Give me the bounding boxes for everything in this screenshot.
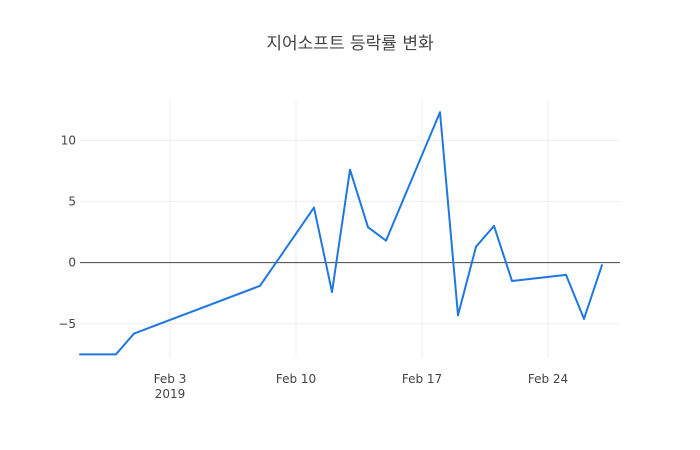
y-tick-label: 10 [61,133,76,147]
x-tick-label: Feb 17 [402,372,442,386]
data-point [349,168,351,171]
y-tick-label: −5 [58,317,76,331]
data-point [457,314,459,317]
y-tick-label: 5 [68,194,76,208]
x-tick-label: Feb 24 [528,372,568,386]
data-point [313,206,315,209]
data-point [79,353,81,356]
data-point [565,273,567,276]
data-point [331,290,333,293]
data-point [439,111,441,114]
x-tick-label: Feb 3 [154,372,187,386]
data-point [601,264,603,267]
data-point [259,284,261,287]
data-point [367,226,369,229]
data-point [115,353,117,356]
x-tick-label: Feb 10 [276,372,316,386]
data-point [385,239,387,242]
y-tick-label: 0 [68,256,76,270]
series-line [80,111,603,356]
data-point [511,279,513,282]
data-point [493,224,495,227]
grid-lines [80,100,620,358]
plot-area [79,111,603,356]
data-point [583,317,585,320]
chart-title: 지어소프트 등락률 변화 [266,34,434,54]
data-point [475,245,477,248]
x-tick-sublabel: 2019 [155,387,186,401]
data-point [133,332,135,335]
